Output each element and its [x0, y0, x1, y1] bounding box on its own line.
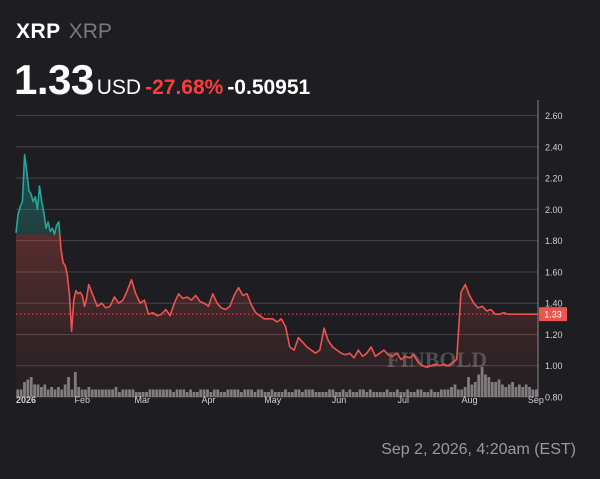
- price-line-down: [53, 234, 538, 369]
- symbol-label: XRP: [16, 20, 61, 43]
- header: XRP XRP: [16, 20, 112, 44]
- change-percent: -27.68%: [145, 76, 224, 99]
- x-tick-label: Apr: [202, 395, 216, 405]
- x-tick-label: Mar: [134, 395, 150, 405]
- y-tick-label: 2.60: [545, 111, 563, 121]
- y-tick-label: 1.60: [545, 267, 563, 277]
- timestamp-label: Sep 2, 2026, 4:20am (EST): [381, 441, 576, 458]
- price-area-down: [16, 234, 538, 397]
- x-tick-label: Sep: [528, 395, 544, 405]
- current-price-badge: [539, 307, 567, 322]
- y-tick-label: 2.20: [545, 174, 563, 184]
- x-tick-label: Jun: [332, 395, 347, 405]
- y-tick-label: 0.80: [545, 393, 563, 403]
- asset-name-label: XRP: [68, 20, 112, 43]
- y-tick-label: 2.00: [545, 205, 563, 215]
- y-tick-label: 1.80: [545, 236, 563, 246]
- y-tick-label: 1.00: [545, 361, 563, 371]
- x-tick-label: Jul: [397, 395, 409, 405]
- x-tick-label: Aug: [462, 395, 478, 405]
- current-price-badge-label: 1.33: [544, 310, 562, 320]
- x-tick-label: May: [264, 395, 282, 405]
- y-tick-label: 1.40: [545, 299, 563, 309]
- current-price: 1.33: [14, 56, 94, 103]
- y-tick-label: 1.20: [545, 330, 563, 340]
- y-tick-label: 2.40: [545, 142, 563, 152]
- x-tick-label: Feb: [75, 395, 91, 405]
- price-row: 1.33 USD -27.68% -0.50951: [14, 56, 310, 104]
- price-chart[interactable]: 0.80 1.00 1.20 1.40 1.60 1.80 2.00 2.20 2.40 2.60…: [0, 95, 600, 407]
- change-absolute: -0.50951: [227, 76, 311, 99]
- x-tick-label: 2026: [16, 395, 36, 405]
- currency-label: USD: [96, 76, 142, 99]
